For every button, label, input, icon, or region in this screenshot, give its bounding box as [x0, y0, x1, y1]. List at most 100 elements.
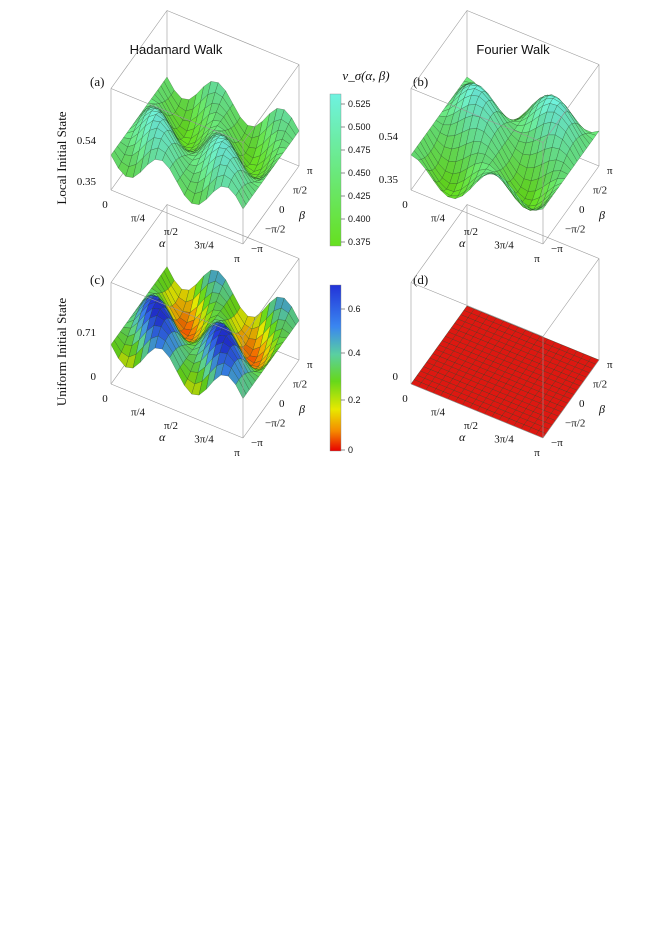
column-title-fourier: Fourier Walk [476, 42, 550, 57]
box-edge [410, 282, 544, 337]
alpha-tick-label: π/2 [464, 226, 478, 238]
alpha-tick-label: 3π/4 [494, 240, 514, 252]
beta-tick-label: 0 [279, 398, 285, 410]
colorbar-top-tick-label: 0.400 [348, 214, 371, 224]
beta-tick-label: 0 [279, 204, 285, 216]
box-edge [242, 64, 300, 143]
box-edge [242, 258, 300, 337]
box-edge [542, 64, 600, 143]
colorbar-top-tick-label: 0.525 [348, 99, 371, 109]
z-tick-label: 0 [393, 371, 399, 383]
box-edge [410, 88, 544, 143]
colorbar-bottom-gradient [329, 284, 342, 452]
beta-tick-label: −π/2 [565, 224, 585, 236]
box-edge [466, 10, 600, 65]
box-edge [242, 359, 300, 439]
row-title-local: Local Initial State [54, 111, 69, 204]
alpha-axis-label: α [159, 236, 166, 250]
panel-b-label: (b) [413, 74, 428, 89]
panel-a-box-front [110, 64, 300, 245]
alpha-tick-label: 0 [402, 393, 408, 405]
alpha-tick-label: π [534, 253, 540, 265]
box-edge [410, 10, 468, 89]
beta-axis-label: β [598, 402, 605, 416]
box-edge [410, 189, 544, 245]
alpha-tick-label: π/2 [464, 420, 478, 432]
panel-a-label: (a) [90, 74, 104, 89]
box-edge [110, 383, 244, 439]
beta-tick-label: π [307, 165, 313, 177]
box-edge [410, 204, 468, 283]
beta-tick-label: −π/2 [265, 224, 285, 236]
z-tick-label: 0.54 [77, 135, 97, 147]
beta-axis-label: β [598, 208, 605, 222]
z-tick-label: 0.35 [77, 176, 97, 188]
box-edge [166, 10, 300, 65]
z-tick-label: 0.71 [77, 327, 96, 339]
panel-d-box-front [410, 258, 600, 439]
panel-c-label: (c) [90, 272, 104, 287]
row-title-uniform: Uniform Initial State [54, 298, 69, 407]
z-tick-label: 0.54 [379, 131, 399, 143]
box-edge [110, 282, 244, 337]
beta-tick-label: 0 [579, 398, 585, 410]
box-edge [542, 165, 600, 245]
box-edge [242, 165, 300, 245]
colorbar-top-tick-label: 0.475 [348, 145, 371, 155]
colorbar-bottom-tick-label: 0.2 [348, 395, 361, 405]
column-title-hadamard: Hadamard Walk [130, 42, 223, 57]
panel-d-surface [410, 305, 600, 439]
colorbar-bottom-tick-label: 0.4 [348, 348, 361, 358]
box-edge [110, 189, 244, 245]
box-edge [542, 258, 600, 337]
beta-tick-label: −π [251, 243, 263, 255]
box-edge [110, 10, 168, 89]
colorbar-top: v_σ(α, β) 0.525 0.500 0.475 0.450 0.425 0.400… [329, 68, 390, 247]
colorbar-top-tick-label: 0.375 [348, 237, 371, 247]
panel-d-label: (d) [413, 272, 428, 287]
colorbar-label: v_σ(α, β) [342, 68, 389, 83]
panel-c-box-front [110, 258, 300, 439]
box-edge [110, 88, 244, 143]
beta-tick-label: π/2 [593, 185, 607, 197]
alpha-tick-label: π/4 [131, 213, 146, 225]
panel-b-surface [410, 76, 600, 211]
alpha-tick-label: π/4 [131, 407, 146, 419]
beta-tick-label: −π [251, 437, 263, 449]
surface-cell [235, 190, 247, 210]
beta-axis-label: β [298, 402, 305, 416]
surface-cell [535, 204, 547, 211]
beta-tick-label: π/2 [593, 379, 607, 391]
alpha-tick-label: π [234, 447, 240, 459]
beta-tick-label: π [607, 359, 613, 371]
colorbar-bottom-tick-label: 0.6 [348, 304, 361, 314]
alpha-axis-label: α [459, 430, 466, 444]
colorbar-bottom: 0.6 0.4 0.2 0 [329, 284, 361, 455]
alpha-axis-label: α [459, 236, 466, 250]
beta-tick-label: π [607, 165, 613, 177]
z-tick-label: 0 [91, 371, 97, 383]
panel-c-surface [110, 266, 300, 399]
beta-tick-label: −π/2 [265, 418, 285, 430]
alpha-tick-label: 0 [102, 393, 108, 405]
beta-tick-label: π [307, 359, 313, 371]
box-edge [542, 359, 600, 439]
alpha-tick-label: π [534, 447, 540, 459]
panel-a-surface [110, 76, 300, 210]
alpha-tick-label: 3π/4 [194, 240, 214, 252]
alpha-tick-label: 0 [102, 199, 108, 211]
alpha-axis-label: α [159, 430, 166, 444]
box-edge [410, 383, 544, 439]
box-edge [466, 204, 600, 259]
colorbar-top-tick-label: 0.500 [348, 122, 371, 132]
box-edge [110, 204, 168, 283]
alpha-tick-label: π [234, 253, 240, 265]
colorbar-top-gradient [329, 93, 342, 247]
